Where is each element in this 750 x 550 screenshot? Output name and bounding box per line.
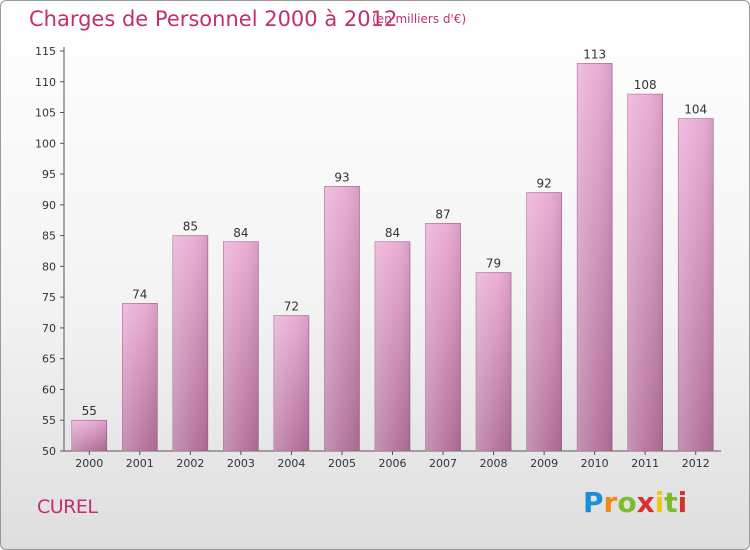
commune-name: CUREL	[37, 496, 98, 518]
value-label: 104	[684, 103, 707, 117]
bar-shine	[273, 315, 309, 451]
bar-shine	[122, 303, 158, 451]
bar-shine	[678, 118, 714, 451]
bar-shine	[172, 235, 208, 451]
y-tick-label: 65	[42, 353, 56, 366]
chart-subtitle: (en milliers d'€)	[372, 12, 467, 26]
y-tick-label: 80	[42, 260, 56, 273]
value-label: 108	[634, 78, 657, 92]
bar-shine	[223, 241, 259, 451]
bar-shine	[324, 186, 360, 451]
value-label: 79	[486, 257, 501, 271]
x-tick-label: 2005	[328, 457, 356, 470]
value-label: 93	[334, 170, 349, 184]
y-tick-label: 115	[35, 45, 56, 58]
bar-shine	[526, 192, 562, 452]
y-tick-label: 85	[42, 230, 56, 243]
bar-shine	[627, 94, 663, 452]
y-tick-label: 60	[42, 383, 56, 396]
x-tick-label: 2010	[581, 457, 609, 470]
y-tick-label: 50	[42, 445, 56, 458]
value-label: 84	[233, 226, 248, 240]
x-tick-label: 2008	[480, 457, 508, 470]
bar-shine	[476, 272, 512, 451]
x-tick-label: 2000	[75, 457, 103, 470]
x-tick-label: 2002	[176, 457, 204, 470]
y-tick-label: 110	[35, 76, 56, 89]
value-label: 84	[385, 226, 400, 240]
chart-title: Charges de Personnel 2000 à 2012	[29, 7, 398, 31]
y-tick-label: 70	[42, 322, 56, 335]
x-tick-label: 2001	[126, 457, 154, 470]
y-tick-label: 90	[42, 199, 56, 212]
y-tick-label: 95	[42, 168, 56, 181]
y-tick-label: 105	[35, 107, 56, 120]
value-label: 92	[536, 177, 551, 191]
bar-shine	[425, 223, 461, 451]
x-tick-label: 2003	[227, 457, 255, 470]
value-label: 85	[183, 220, 198, 234]
x-tick-label: 2004	[277, 457, 305, 470]
value-label: 87	[435, 207, 450, 221]
value-label: 74	[132, 287, 147, 301]
value-label: 113	[583, 47, 606, 61]
x-tick-label: 2012	[682, 457, 710, 470]
proxiti-logo: Proxiti	[583, 486, 688, 519]
x-tick-label: 2011	[631, 457, 659, 470]
x-tick-label: 2009	[530, 457, 558, 470]
y-tick-label: 55	[42, 414, 56, 427]
y-tick-label: 75	[42, 291, 56, 304]
value-label: 55	[82, 404, 97, 418]
bar-shine	[375, 241, 410, 451]
x-tick-label: 2007	[429, 457, 457, 470]
x-tick-label: 2006	[379, 457, 407, 470]
y-tick-label: 100	[35, 137, 56, 150]
bar-shine	[71, 420, 107, 451]
bar-shine	[577, 63, 613, 452]
value-label: 72	[284, 300, 299, 314]
